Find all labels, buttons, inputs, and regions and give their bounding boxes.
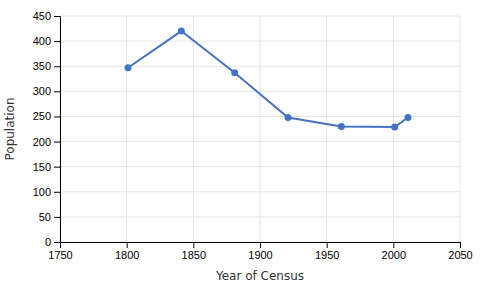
- grid-line: [260, 16, 261, 242]
- tick-label: 1950: [315, 249, 339, 261]
- tick-mark: [54, 41, 60, 42]
- plot-area: 1750 1800 1850 1900 1950 2000 2050 0 50 100 150 200…: [33, 10, 473, 261]
- tick-label: 200: [33, 136, 51, 148]
- y-axis-title: Population: [3, 97, 17, 160]
- tick-label: 50: [39, 211, 51, 223]
- point: [178, 28, 185, 35]
- point: [405, 114, 412, 121]
- point: [285, 114, 292, 121]
- tick-mark: [54, 16, 60, 17]
- point: [391, 123, 398, 130]
- grid-line: [126, 16, 127, 242]
- tick-mark: [393, 242, 394, 248]
- tick-label: 100: [33, 186, 51, 198]
- tick: 400: [33, 35, 60, 47]
- tick: 300: [33, 85, 60, 97]
- tick-mark: [127, 242, 128, 248]
- tick-label: 1850: [182, 249, 206, 261]
- tick-mark: [260, 242, 261, 248]
- tick-mark: [54, 91, 60, 92]
- point: [125, 64, 132, 71]
- chart: 1750 1800 1850 1900 1950 2000 2050 0 50 100 150 200…: [0, 0, 480, 288]
- tick-mark: [54, 192, 60, 193]
- line: [128, 31, 408, 127]
- tick: 450: [33, 10, 60, 22]
- tick-label: 300: [33, 85, 51, 97]
- tick-mark: [193, 242, 194, 248]
- tick-label: 150: [33, 161, 51, 173]
- tick: 250: [33, 110, 60, 122]
- tick: 1800: [115, 242, 139, 261]
- tick-mark: [54, 217, 60, 218]
- grid: [60, 16, 460, 242]
- point: [338, 123, 345, 130]
- tick-mark: [54, 142, 60, 143]
- tick-mark: [54, 167, 60, 168]
- tick-label: 400: [33, 35, 51, 47]
- tick: 2000: [382, 242, 406, 261]
- tick: 150: [33, 161, 60, 173]
- tick-mark: [460, 242, 461, 248]
- grid-line: [193, 16, 194, 242]
- point: [231, 69, 238, 76]
- tick-label: 450: [33, 10, 51, 22]
- tick: 1950: [315, 242, 339, 261]
- tick-mark: [54, 242, 60, 243]
- series: [125, 28, 412, 131]
- tick-label: 250: [33, 110, 51, 122]
- tick-label: 1900: [248, 249, 272, 261]
- tick: 1850: [182, 242, 206, 261]
- tick: 1750: [48, 242, 72, 261]
- tick: 350: [33, 60, 60, 72]
- tick: 100: [33, 186, 60, 198]
- tick-label: 2000: [382, 249, 406, 261]
- tick: 0: [45, 236, 60, 248]
- x-axis: 1750 1800 1850 1900 1950 2000 2050: [48, 242, 472, 261]
- grid-line: [326, 16, 327, 242]
- tick-label: 1750: [48, 249, 72, 261]
- axis-line: [54, 17, 61, 243]
- x-axis-title: Year of Census: [215, 269, 304, 283]
- tick-mark: [54, 66, 60, 67]
- grid-line: [460, 16, 461, 242]
- tick-label: 0: [45, 236, 51, 248]
- tick-label: 350: [33, 60, 51, 72]
- tick: 2050: [448, 242, 472, 261]
- tick-label: 1800: [115, 249, 139, 261]
- tick: 50: [39, 211, 60, 223]
- tick-mark: [327, 242, 328, 248]
- tick-label: 2050: [448, 249, 472, 261]
- axis-line: [61, 243, 461, 249]
- y-axis: 0 50 100 150 200 250 300 350 400 450: [33, 10, 61, 248]
- tick: 200: [33, 136, 60, 148]
- tick-mark: [54, 116, 60, 117]
- tick: 1900: [248, 242, 272, 261]
